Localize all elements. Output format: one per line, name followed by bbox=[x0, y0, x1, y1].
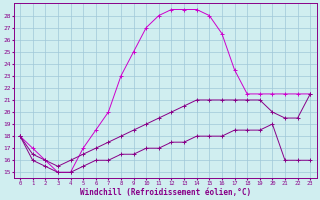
X-axis label: Windchill (Refroidissement éolien,°C): Windchill (Refroidissement éolien,°C) bbox=[80, 188, 251, 197]
